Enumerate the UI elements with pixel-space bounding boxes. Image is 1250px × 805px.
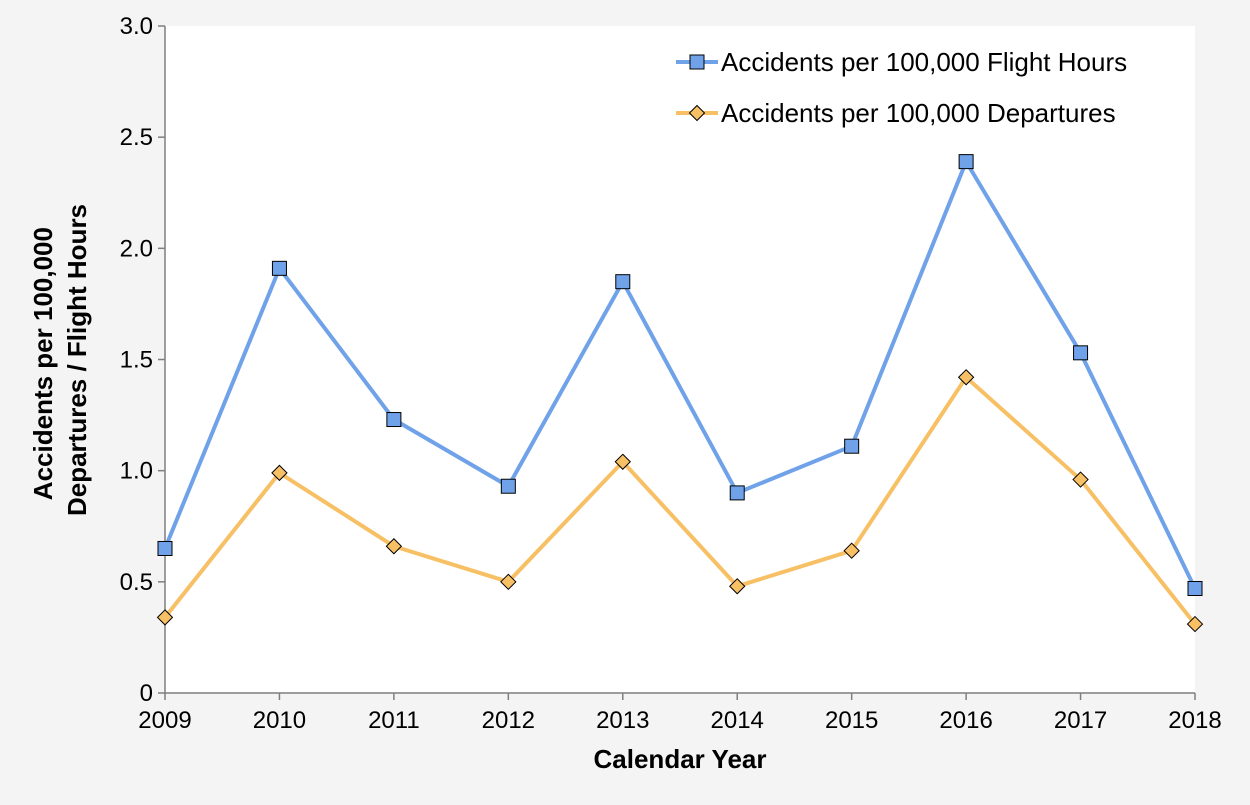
legend-square-marker	[689, 54, 705, 70]
y-axis-title: Accidents per 100,000 Departures / Fligh…	[28, 204, 92, 516]
square-marker	[844, 438, 860, 454]
legend-entry: Accidents per 100,000 Flight Hours	[676, 47, 1127, 77]
diamond-marker	[156, 609, 174, 626]
y-axis-title-line-1: Accidents per 100,000	[28, 227, 58, 500]
x-tick-label: 2015	[825, 707, 878, 734]
square-marker	[500, 478, 516, 494]
legend-label: Accidents per 100,000 Departures	[721, 98, 1116, 128]
diamond-marker	[385, 538, 403, 555]
x-tick-label: 2010	[253, 707, 306, 734]
square-marker	[1187, 581, 1203, 597]
square-marker	[1073, 345, 1089, 361]
x-tick-label: 2014	[711, 707, 764, 734]
axes: 0 0.5 1.0 1.5 2.0 2.5 3.0 2009 2010 2011 2012 2013 2…	[120, 13, 1222, 734]
legend-entry: Accidents per 100,000 Departures	[676, 98, 1116, 128]
y-tick-label: 0.5	[120, 569, 153, 596]
series-group	[156, 154, 1204, 633]
series-2	[156, 369, 1204, 633]
y-tick-label: 1.0	[120, 458, 153, 485]
diamond-marker	[614, 453, 631, 470]
legend-label: Accidents per 100,000 Flight Hours	[721, 47, 1127, 77]
diamond-marker	[957, 369, 975, 386]
series-line	[163, 375, 1197, 626]
square-marker	[615, 274, 631, 290]
series-line	[163, 159, 1197, 590]
diamond-marker	[271, 464, 288, 482]
y-axis-title-line-2: Departures / Flight Hours	[62, 204, 92, 516]
diamond-marker	[1186, 615, 1204, 633]
x-tick-label: 2009	[138, 707, 191, 734]
square-marker	[729, 485, 745, 501]
legend-diamond-marker	[688, 104, 706, 122]
square-marker	[386, 412, 402, 428]
legend: Accidents per 100,000 Flight Hours Accide…	[676, 47, 1127, 128]
series-1	[157, 154, 1203, 597]
diamond-marker	[1072, 471, 1089, 488]
square-marker	[157, 540, 173, 556]
x-tick-label: 2018	[1168, 707, 1221, 734]
square-marker	[958, 154, 974, 170]
y-tick-label: 1.5	[120, 347, 153, 374]
diamond-marker	[843, 542, 860, 559]
y-tick-label: 2.5	[120, 124, 153, 151]
x-tick-label: 2011	[368, 707, 420, 734]
y-tick-label: 0	[140, 680, 153, 707]
x-tick-label: 2017	[1054, 707, 1107, 734]
diamond-marker	[729, 578, 746, 595]
plot-area	[165, 26, 1195, 693]
diamond-marker	[500, 573, 517, 591]
y-tick-label: 2.0	[120, 235, 153, 262]
y-tick-label: 3.0	[120, 13, 153, 40]
x-tick-label: 2013	[596, 707, 649, 734]
x-tick-label: 2016	[939, 707, 992, 734]
x-axis-title: Calendar Year	[594, 744, 767, 774]
square-marker	[271, 260, 287, 276]
x-tick-label: 2012	[482, 707, 535, 734]
